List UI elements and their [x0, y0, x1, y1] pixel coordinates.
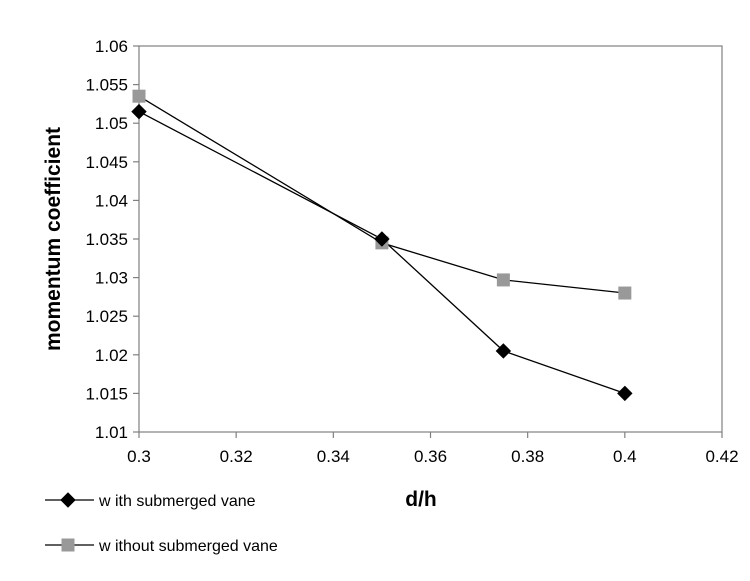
- y-tick-label: 1.02: [95, 346, 128, 365]
- x-tick-label: 0.42: [705, 447, 738, 466]
- y-axis-title: momentum coefficient: [42, 127, 65, 351]
- x-tick-label: 0.3: [127, 447, 151, 466]
- data-point-series-1: [617, 385, 633, 402]
- plot-area: [138, 45, 723, 433]
- x-tick-label: 0.34: [317, 447, 350, 466]
- y-tick-label: 1.03: [95, 269, 128, 288]
- x-tick-label: 0.32: [220, 447, 253, 466]
- data-point-series-1: [374, 231, 390, 247]
- series-layer: [131, 89, 633, 402]
- legend-label: w ith submerged vane: [98, 493, 256, 510]
- series-line-2: [138, 95, 625, 294]
- data-point-series-1: [495, 343, 512, 359]
- legend-marker: [60, 492, 76, 508]
- legend-label: w ithout submerged vane: [98, 538, 278, 555]
- data-point-series-2: [496, 273, 510, 287]
- data-point-series-1: [131, 103, 147, 120]
- x-axis-title: d/h: [405, 488, 437, 511]
- y-tick-label: 1.05: [95, 114, 128, 133]
- y-tick-label: 1.025: [85, 307, 128, 326]
- x-axis-ticks: 0.3 0.32 0.34 0.36 0.38 0.4 0.42: [127, 432, 739, 466]
- y-tick-label: 1.045: [85, 153, 128, 172]
- data-point-series-2: [618, 286, 632, 300]
- y-axis-ticks: 1.01 1.015 1.02 1.025 1.03 1.035 1.04 1.045 1.05…: [85, 37, 139, 442]
- legend: w ith submerged vane w ithout submerged v…: [45, 492, 278, 555]
- data-point-series-2: [132, 89, 146, 103]
- y-tick-label: 1.06: [95, 37, 128, 56]
- legend-marker: [61, 538, 75, 552]
- y-tick-label: 1.015: [85, 384, 128, 403]
- y-tick-label: 1.04: [95, 191, 128, 210]
- y-tick-label: 1.01: [95, 423, 128, 442]
- x-tick-label: 0.38: [511, 447, 544, 466]
- y-tick-label: 1.055: [85, 76, 128, 95]
- x-tick-label: 0.36: [414, 447, 447, 466]
- series-line-1: [138, 111, 626, 395]
- x-tick-label: 0.4: [613, 447, 637, 466]
- y-tick-label: 1.035: [85, 230, 128, 249]
